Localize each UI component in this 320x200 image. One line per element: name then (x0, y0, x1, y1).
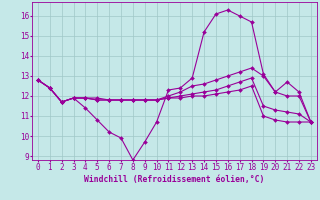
X-axis label: Windchill (Refroidissement éolien,°C): Windchill (Refroidissement éolien,°C) (84, 175, 265, 184)
